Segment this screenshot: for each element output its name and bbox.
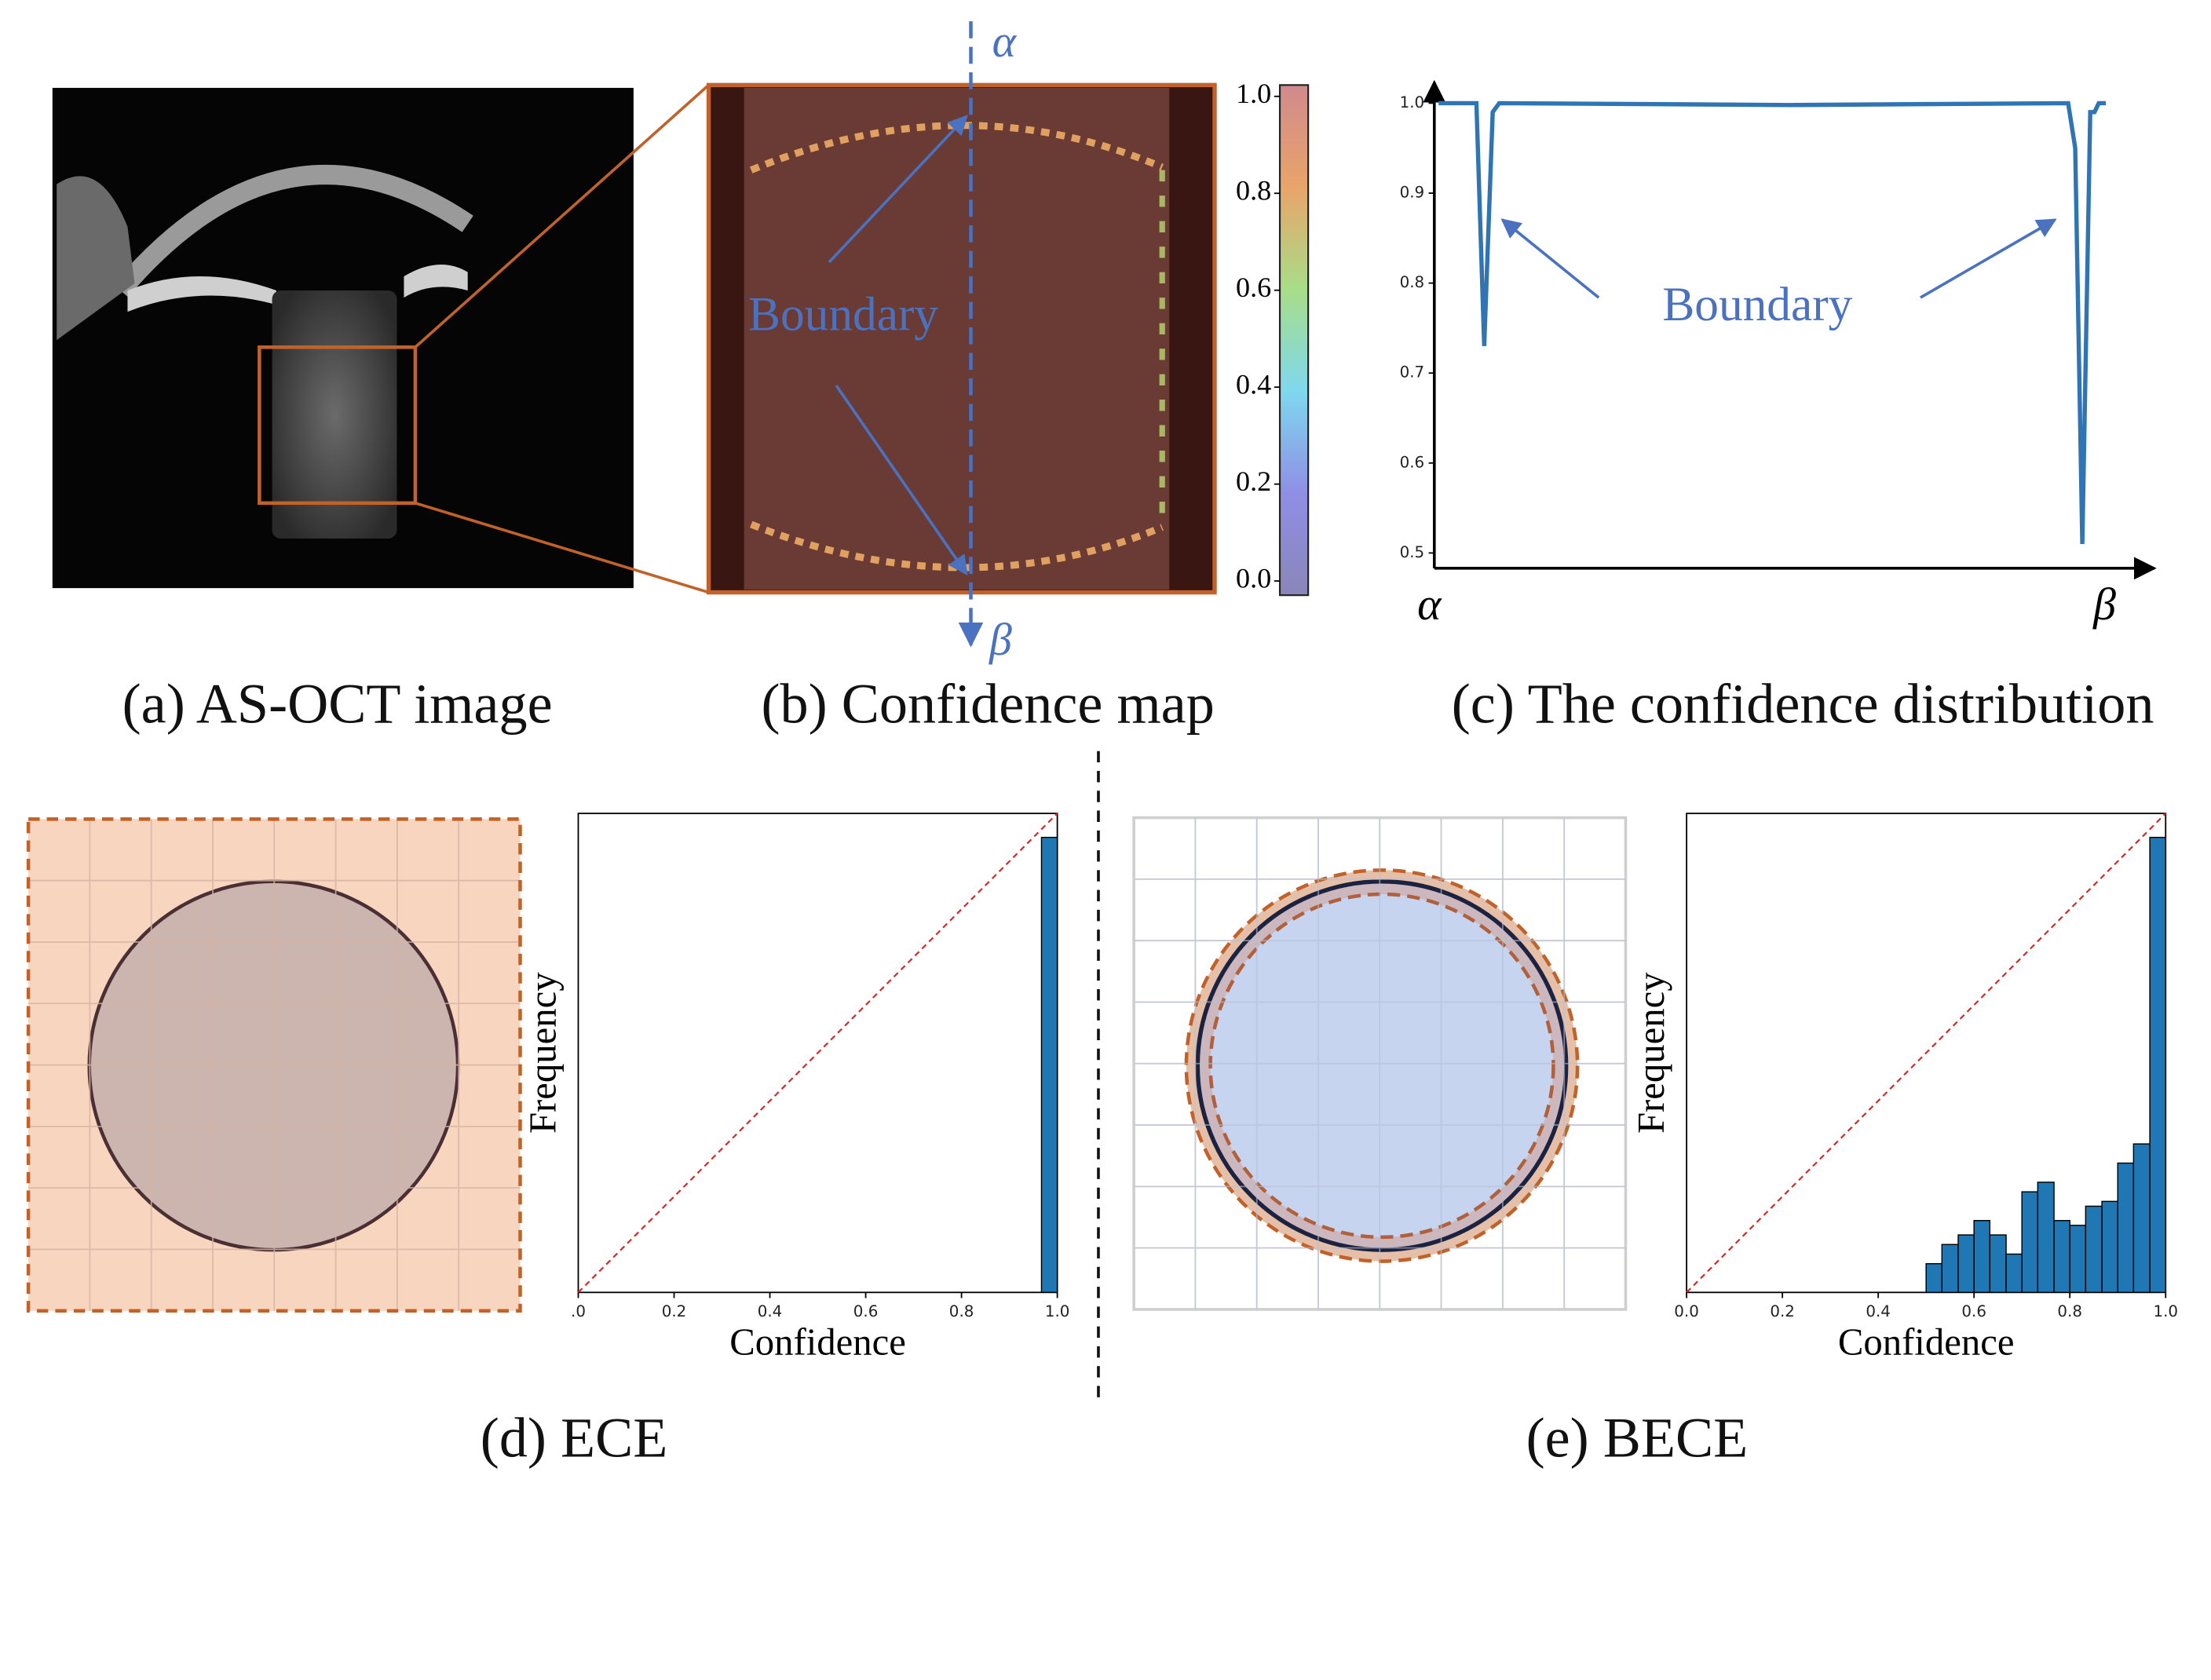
colorbar-label: 1.0 [1236,78,1271,109]
x-tick-label: 0.2 [1770,1302,1795,1320]
confidence-map [706,21,1310,648]
y-tick-label: 0.9 [1400,184,1425,202]
identity-line [577,813,1058,1294]
x-tick-label: 0.8 [949,1302,974,1320]
x-tick-label: 0.6 [1961,1302,1986,1320]
bar [2117,1162,2135,1294]
confidence-line [1438,100,2107,545]
caption: (e) BECE [1526,1407,1749,1470]
bar [2005,1253,2023,1294]
arrow [1920,218,2057,299]
bar [2021,1191,2039,1294]
y-tick-label: 0.6 [1400,453,1425,471]
colorbar-label: 0.6 [1236,272,1271,303]
bar [1989,1234,2007,1294]
x-tick-label: 0.4 [758,1302,783,1320]
y-tick-label: 0.8 [1400,273,1425,291]
bar [2101,1200,2118,1294]
x-tick-label: 1.0 [2153,1302,2178,1320]
bar [1040,836,1058,1294]
x-axis-label: Confidence [1838,1321,2015,1364]
x-axis-label: Confidence [729,1321,906,1364]
y-axis-label: Frequency [1630,972,1672,1134]
x-tick-label: 0.0 [1674,1302,1699,1320]
x-tick-label: 0.4 [1866,1302,1891,1320]
axis-end-label: β [2092,580,2116,630]
alpha-label: α [992,17,1018,67]
bar [1925,1262,1943,1294]
bece-diagram [1132,816,1628,1311]
bar [1957,1234,1975,1294]
bar [2069,1225,2087,1294]
bar [2037,1181,2055,1294]
x-tick-label: 0.8 [2057,1302,2082,1320]
caption: (a) AS-OCT image [122,673,553,736]
caption: (b) Confidence map [762,673,1215,736]
y-tick-label: 1.0 [1400,93,1425,111]
annotation: Boundary [1662,278,1852,331]
y-axis-label: Frequency [522,972,565,1134]
x-tick-label: .0 [571,1302,586,1320]
caption: (c) The confidence distribution [1452,673,2154,736]
arrow [1500,218,1600,299]
y-tick-label: 0.5 [1400,543,1425,561]
caption: (d) ECE [481,1407,668,1470]
bar [1973,1220,1991,1294]
bar [2053,1220,2070,1294]
identity-line [1686,813,2167,1294]
x-tick-label: 0.6 [853,1302,879,1320]
oct-image [52,83,710,594]
axis-start-label: α [1417,580,1442,630]
bar [2149,836,2166,1294]
colorbar-label: 0.0 [1236,562,1271,593]
colorbar-label: 0.2 [1236,466,1271,497]
y-tick-label: 0.7 [1400,363,1425,382]
x-tick-label: 1.0 [1045,1302,1070,1320]
annotation: Boundary [748,288,938,341]
x-tick-label: 0.2 [662,1302,687,1320]
colorbar-label: 0.8 [1236,175,1271,206]
beta-label: β [989,615,1012,665]
colorbar-label: 0.4 [1236,368,1271,400]
bar [1941,1244,1959,1294]
bar [2085,1205,2103,1294]
bar [2132,1143,2151,1294]
ece-diagram [26,817,522,1313]
